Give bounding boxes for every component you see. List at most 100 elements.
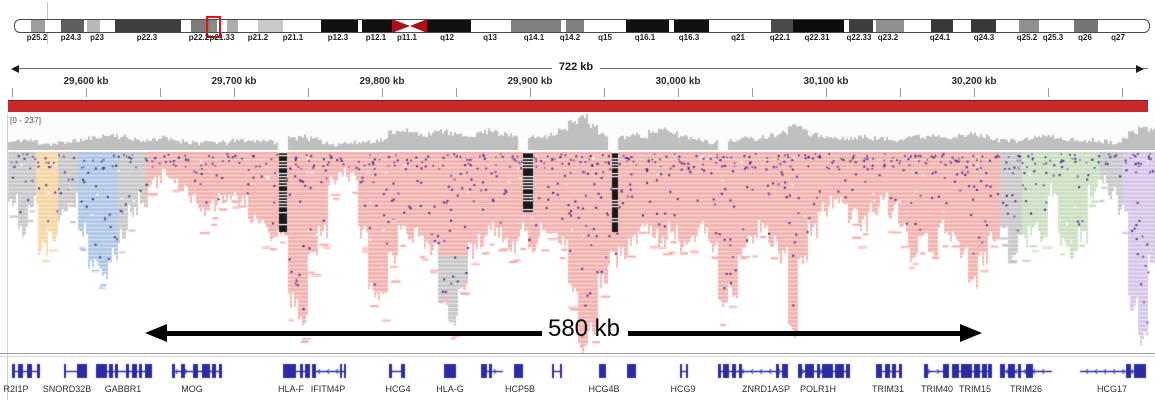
distance-arrowhead-right-icon <box>960 324 982 342</box>
ruler-tick-major <box>678 88 679 97</box>
cytoband-label-q26: q26 <box>1078 33 1092 42</box>
ruler-coordinate-label: 29,600 kb <box>63 76 109 87</box>
ruler-tick-minor <box>1048 88 1049 97</box>
cytoband-label-q22.1: q22.1 <box>769 33 791 42</box>
ruler-tick-major <box>974 88 975 97</box>
ruler-tick-minor <box>160 88 161 97</box>
cytoband-p21.33 <box>210 20 217 32</box>
gene-label-TRIM40: TRIM40 <box>920 384 954 394</box>
cytoband-label-q15: q15 <box>598 33 612 42</box>
ruler-tick-major <box>86 88 87 97</box>
cytoband-q25.2 <box>1019 20 1039 32</box>
gene-label-HCG17: HCG17 <box>1096 384 1128 394</box>
ruler-coordinate-label: 30,000 kb <box>655 76 701 87</box>
current-region-marker <box>206 16 221 38</box>
cytoband-q12 <box>426 20 471 32</box>
ruler-coordinate-label: 30,200 kb <box>951 76 997 87</box>
cytoband-q25.3 <box>1039 20 1074 32</box>
distance-arrowhead-left-icon <box>145 324 167 342</box>
ruler-tick-minor <box>900 88 901 97</box>
cytoband-q22.31 <box>793 20 844 32</box>
gene-label-TRIM26: TRIM26 <box>1009 384 1043 394</box>
gene-label-MOG: MOG <box>181 384 203 394</box>
gene-track-top-border-inner <box>0 356 1155 357</box>
cytoband-label-p23: p23 <box>90 33 104 42</box>
cytoband-q27 <box>1098 20 1129 32</box>
cytoband-label-q25.3: q25.3 <box>1042 33 1064 42</box>
cytoband-label-p12.3: p12.3 <box>327 33 349 42</box>
ruler-tick-minor <box>308 88 309 97</box>
ruler-tick-minor <box>1122 88 1123 97</box>
centromere-left-icon <box>392 19 410 33</box>
cytoband-q26 <box>1074 20 1098 32</box>
cytoband-label-p12.1: p12.1 <box>365 33 387 42</box>
cytoband-label-q27: q27 <box>1111 33 1125 42</box>
cytoband-q14.2 <box>566 20 584 32</box>
cytoband-q22.33 <box>849 20 873 32</box>
cytoband-p21.2 <box>227 20 238 32</box>
cytoband-q16.1 <box>626 20 669 32</box>
cytoband-label-p21.1: p21.1 <box>282 33 304 42</box>
ruler-coordinate-label: 29,800 kb <box>359 76 405 87</box>
cytoband-label-q21: q21 <box>731 33 745 42</box>
cytoband-label-q22.31: q22.31 <box>804 33 830 42</box>
gene-label-IFITM4P: IFITM4P <box>310 384 346 394</box>
gene-label-HLA-G: HLA-G <box>436 384 464 394</box>
cytoband-q22.1 <box>771 20 793 32</box>
distance-label: 580 kb <box>547 315 621 342</box>
cytoband-label-q16.1: q16.1 <box>634 33 656 42</box>
ruler-arrowhead-right-icon <box>1136 65 1144 73</box>
cytoband-q21 <box>709 20 771 32</box>
cytoband-label-q22.33: q22.33 <box>846 33 872 42</box>
cytoband-label-q12: q12 <box>440 33 454 42</box>
cytoband-q14.1 <box>511 20 561 32</box>
aligned-reads-pileup[interactable] <box>0 151 1155 353</box>
gene-label-GABBR1: GABBR1 <box>104 384 142 394</box>
cytoband-q23.2 <box>876 20 904 32</box>
cytoband-label-q16.3: q16.3 <box>678 33 700 42</box>
centromere-right-icon <box>410 19 427 33</box>
ruler-tick-major <box>826 88 827 97</box>
gene-label-SNORD32B: SNORD32B <box>42 384 92 394</box>
ruler-tick-minor <box>604 88 605 97</box>
cytoband-p23 <box>87 20 100 32</box>
cytoband-label-q25.2: q25.2 <box>1016 33 1038 42</box>
ruler-tick-major <box>382 88 383 97</box>
coverage-histogram[interactable] <box>0 112 1155 150</box>
ruler-coordinate-label: 29,700 kb <box>211 76 257 87</box>
gene-label-HCG4B: HCG4B <box>588 384 620 394</box>
cytoband-label-q14.1: q14.1 <box>523 33 545 42</box>
ruler-tick-minor <box>752 88 753 97</box>
gene-label-HCG4: HCG4 <box>385 384 411 394</box>
cytoband-p22.2 <box>191 20 210 32</box>
cytoband-label-q13: q13 <box>483 33 497 42</box>
cytoband-p12.1 <box>362 20 393 32</box>
gene-label-R2I1P: R2I1P <box>3 384 29 394</box>
cytoband-label-p24.3: p24.3 <box>60 33 82 42</box>
ruler-tick-minor <box>456 88 457 97</box>
ruler-arrowhead-left-icon <box>11 65 19 73</box>
gene-models[interactable] <box>0 360 1155 382</box>
cytoband-label-q14.2: q14.2 <box>559 33 581 42</box>
gene-label-TRIM31: TRIM31 <box>871 384 905 394</box>
cytoband-p21.1 <box>258 20 283 32</box>
span-width-label: 722 kb <box>551 61 601 73</box>
gene-track-top-border <box>0 353 1155 354</box>
ruler-coordinate-label: 30,100 kb <box>803 76 849 87</box>
cytoband-label-p11.1: p11.1 <box>396 33 418 42</box>
cytoband-label-p21.33: p21.33 <box>209 33 235 42</box>
cytoband-p24.3 <box>61 20 84 32</box>
cytoband-q13 <box>471 20 511 32</box>
ruler-tick-major <box>530 88 531 97</box>
cytoband-q24.3 <box>971 20 996 32</box>
cytoband-label-p22.2: p22.2 <box>188 33 210 42</box>
cytoband-p25.2 <box>31 20 45 32</box>
cytoband-label-p22.3: p22.3 <box>136 33 158 42</box>
coverage-range-label: [0 - 237] <box>10 116 42 125</box>
gene-label-HLA-F: HLA-F <box>277 384 305 394</box>
cytoband-label-q24.1: q24.1 <box>929 33 951 42</box>
gene-label-POLR1H: POLR1H <box>799 384 837 394</box>
ruler-tick-major <box>234 88 235 97</box>
distance-arrow-line-right <box>628 331 964 336</box>
